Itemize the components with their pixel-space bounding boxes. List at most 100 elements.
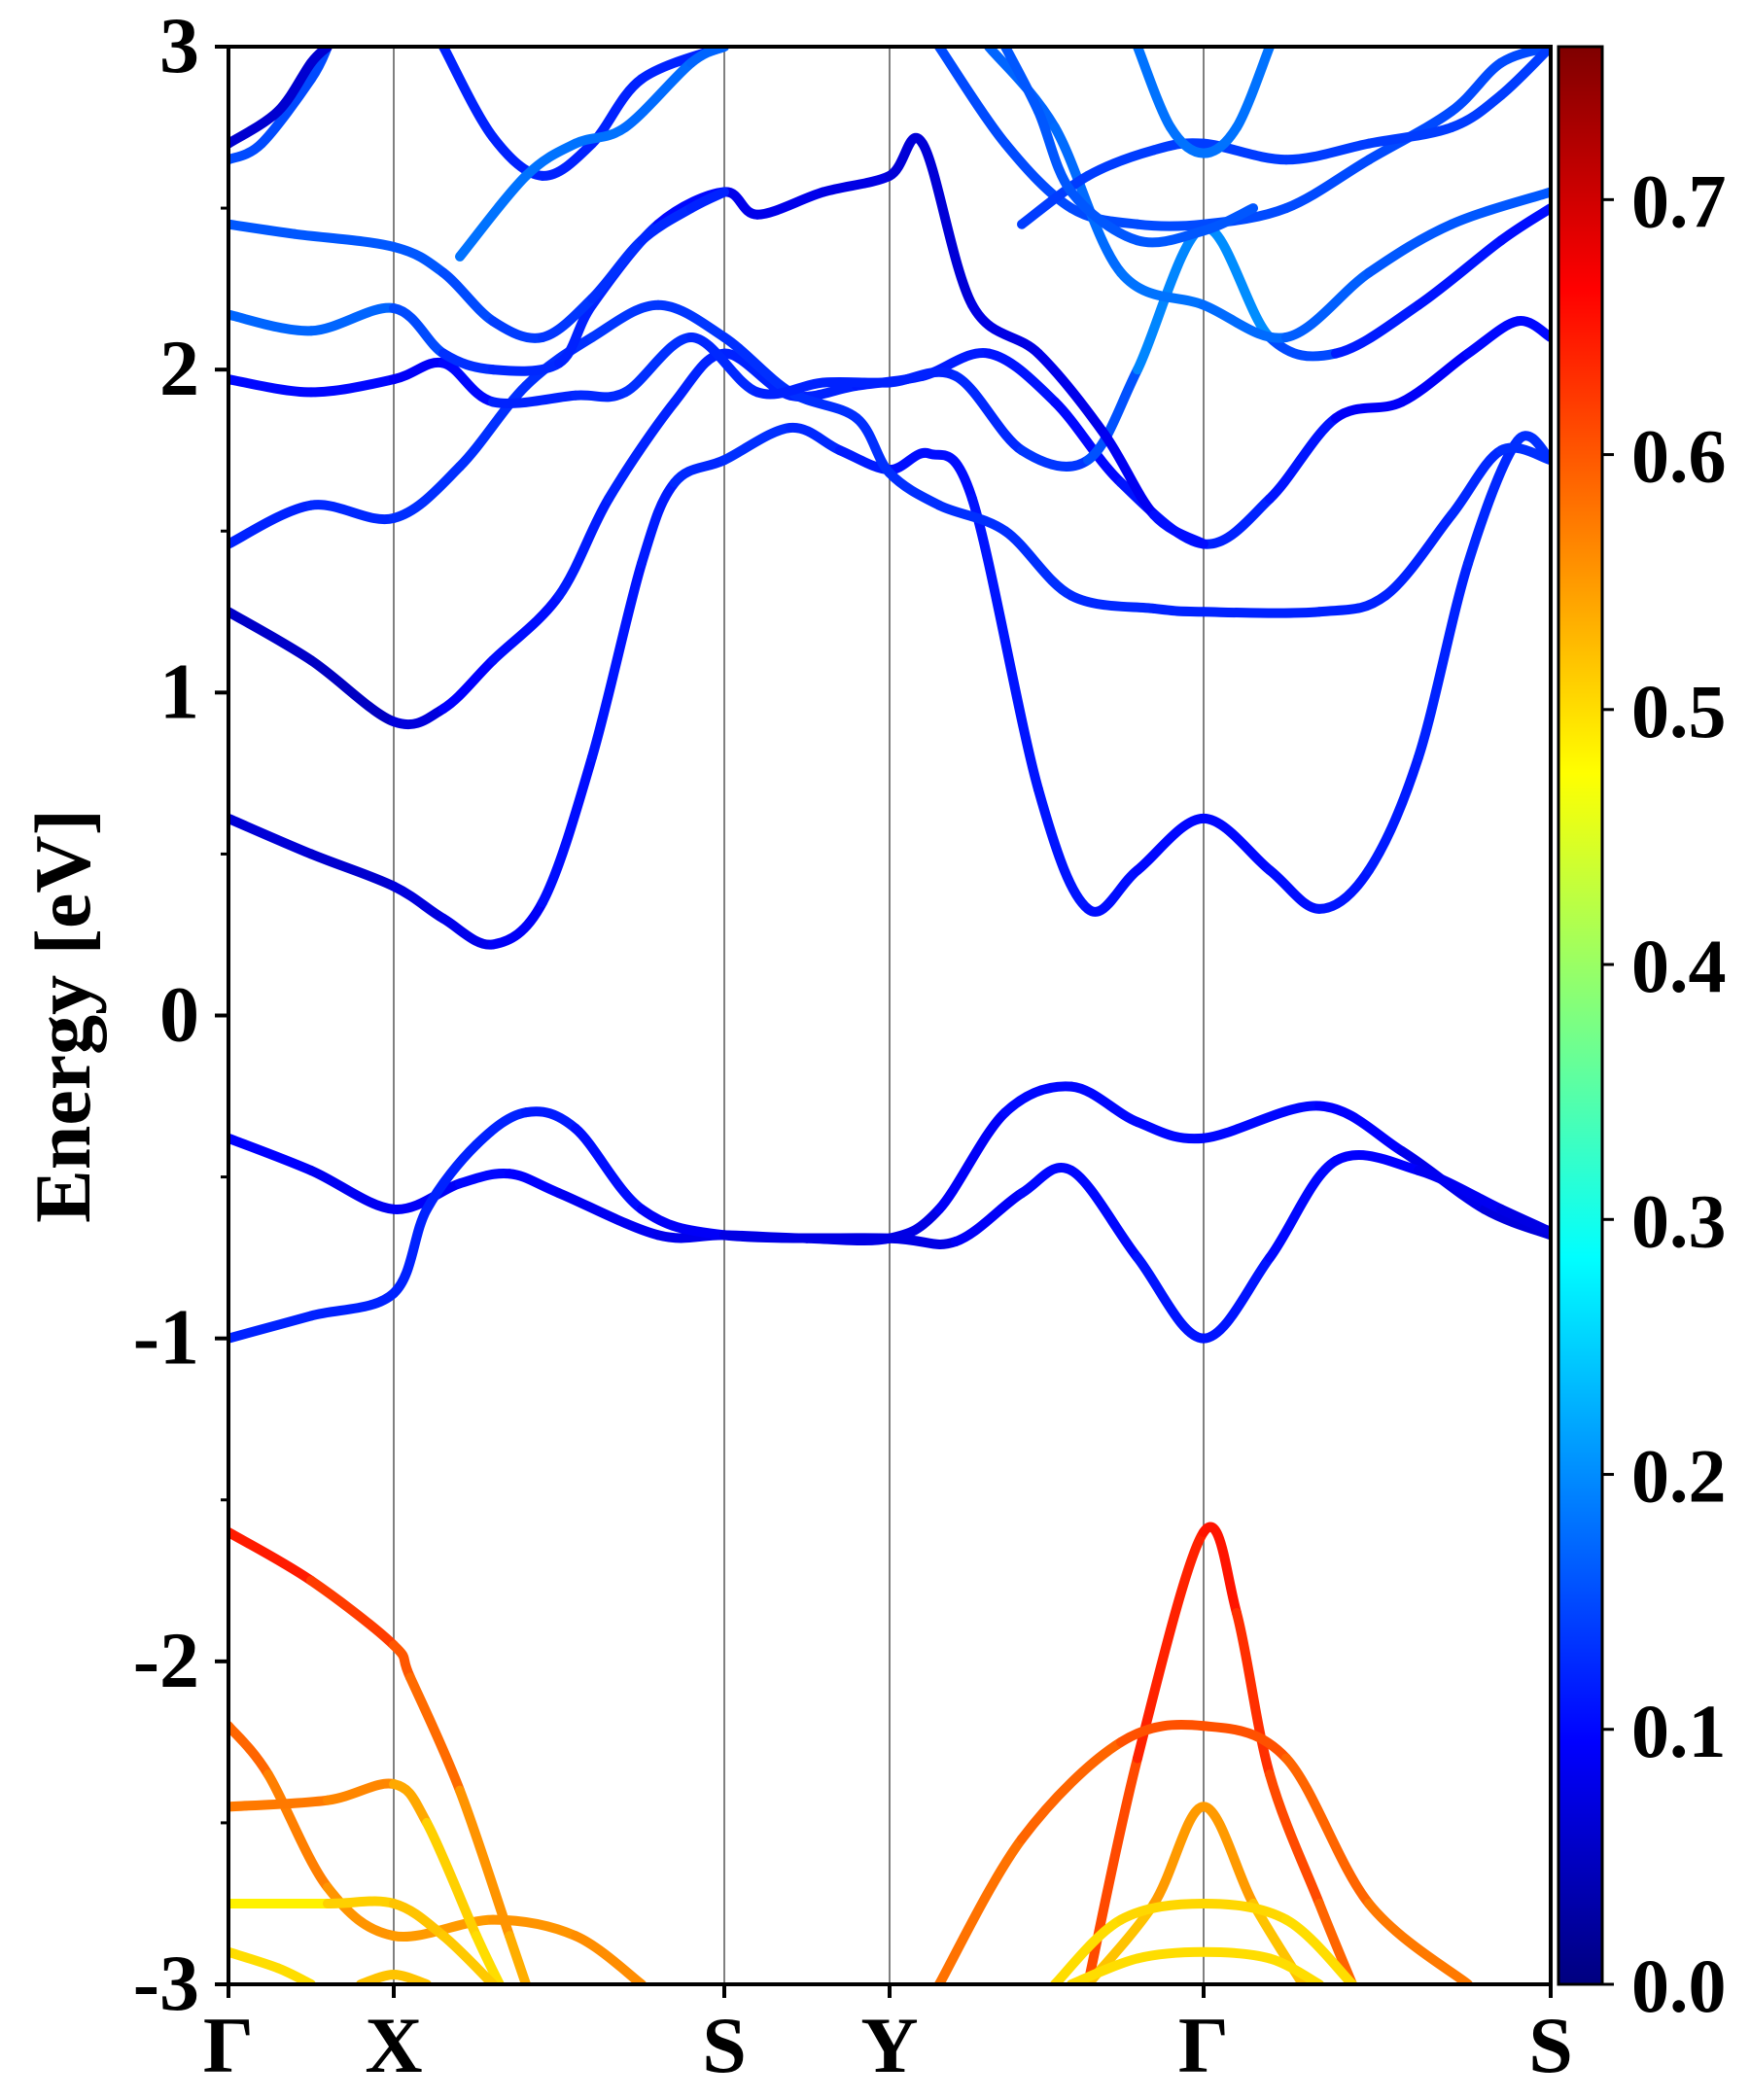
band-VB2b-segment-5 bbox=[1364, 1898, 1473, 1984]
band-CB14-segment-3 bbox=[1232, 47, 1275, 133]
band-VB1-segment-2 bbox=[389, 1640, 415, 1683]
band-VB3-segment-0 bbox=[228, 1795, 332, 1812]
band-CB-low1-segment-14 bbox=[1199, 1101, 1324, 1143]
band-CB12-segment-4 bbox=[1281, 267, 1374, 342]
band-CB11-segment-7 bbox=[1447, 57, 1506, 117]
band-CB-low2-segment-5 bbox=[521, 1106, 580, 1134]
band-VB2-segment-2 bbox=[323, 1882, 399, 1942]
band-CB-low1-segment-13 bbox=[1133, 1117, 1208, 1144]
band-VB1b-segment-4 bbox=[1265, 1769, 1324, 1908]
y-tick-label-6: 3 bbox=[159, 1, 199, 89]
band-CB6-segment-3 bbox=[438, 267, 498, 327]
band-CB-low2-segment-7 bbox=[637, 1204, 729, 1241]
band-VB1-segment-5 bbox=[505, 1931, 531, 1984]
band-VB2b-segment-2 bbox=[1116, 1719, 1208, 1747]
band-CB-low2-segment-2 bbox=[389, 1204, 432, 1299]
band-CB15-segment-3 bbox=[1133, 226, 1208, 248]
band-VB1-segment-0 bbox=[228, 1526, 316, 1586]
band-CB1-segment-22 bbox=[1414, 558, 1473, 762]
band-VB4-segment-1 bbox=[323, 1896, 399, 1908]
colorbar bbox=[1557, 45, 1604, 1986]
band-CB4-segment-19 bbox=[1496, 203, 1551, 246]
band-VB2b-segment-0 bbox=[934, 1834, 1027, 1984]
band-CB2-segment-1 bbox=[306, 655, 399, 727]
band-CB11-segment-3 bbox=[1133, 219, 1208, 231]
band-CB6-segment-1 bbox=[290, 228, 399, 252]
x-tick-label-4: Γ bbox=[1178, 2001, 1229, 2089]
band-CB4-segment-17 bbox=[1331, 299, 1423, 359]
band-CB13-segment-0 bbox=[1017, 170, 1093, 229]
band-CB-low1-segment-10 bbox=[934, 1107, 1010, 1214]
band-CB5-segment-10 bbox=[819, 170, 894, 197]
y-axis-ticks: -3 -2 -1 0 1 2 3 bbox=[133, 1, 228, 2027]
band-CB3-segment-8 bbox=[786, 387, 861, 423]
band-CB1-segment-4 bbox=[488, 897, 547, 950]
band-CB-low2-segment-13 bbox=[1133, 1252, 1208, 1344]
band-CB4-segment-11 bbox=[951, 370, 1027, 456]
band-CB1-segment-17 bbox=[1133, 813, 1208, 876]
band-CB1-segment-21 bbox=[1364, 752, 1423, 876]
band-CB-low2-segment-0 bbox=[228, 1311, 316, 1344]
band-CB2-segment-5 bbox=[554, 494, 613, 601]
band-CB2-segment-16 bbox=[1265, 412, 1341, 505]
band-CB2-segment-0 bbox=[228, 607, 316, 666]
band-CB6-segment-2 bbox=[389, 241, 448, 278]
band-CB13-segment-5 bbox=[1364, 122, 1456, 149]
band-CB5-segment-5 bbox=[554, 299, 597, 368]
band-CB3-segment-3 bbox=[455, 380, 531, 472]
band-VB1b-segment-0 bbox=[1083, 1753, 1142, 1984]
band-CB14-segment-0 bbox=[1133, 47, 1175, 133]
band-VB4b-segment-1 bbox=[1116, 1898, 1208, 1925]
band-CB5-segment-0 bbox=[228, 309, 316, 336]
band-CB4-segment-10 bbox=[885, 367, 961, 388]
band-CB13-segment-6 bbox=[1447, 89, 1506, 133]
band-VB2b-segment-1 bbox=[1017, 1736, 1126, 1844]
band-CB2-segment-3 bbox=[438, 655, 498, 714]
y-axis-title: Energy [eV] bbox=[18, 809, 107, 1223]
band-CB10-segment-3 bbox=[620, 57, 696, 133]
band-VB2b-segment-4 bbox=[1281, 1753, 1374, 1908]
band-VB4-segment-3 bbox=[438, 1931, 498, 1984]
band-CB5-segment-12 bbox=[918, 138, 977, 310]
y-tick-label-0: -3 bbox=[133, 1939, 199, 2027]
band-CB2-segment-6 bbox=[604, 397, 680, 505]
band-VB3-segment-2 bbox=[389, 1779, 432, 1828]
band-lines bbox=[228, 47, 1551, 1984]
band-CB5-segment-14 bbox=[1033, 348, 1109, 439]
colorbar-tick-label-1: 0.1 bbox=[1631, 1689, 1727, 1773]
band-CB2-segment-15 bbox=[1199, 494, 1275, 549]
y-tick-label-2: -1 bbox=[133, 1293, 199, 1382]
y-tick-label-3: 0 bbox=[159, 970, 199, 1059]
band-CB-low1-segment-1 bbox=[306, 1165, 399, 1214]
band-CB2-segment-13 bbox=[1050, 397, 1126, 488]
band-VB2-segment-5 bbox=[571, 1931, 647, 1984]
band-CB-low2-segment-11 bbox=[1017, 1163, 1076, 1199]
band-CB2-segment-18 bbox=[1397, 348, 1473, 407]
band-CB13-segment-3 bbox=[1199, 138, 1291, 165]
band-CB8-segment-0 bbox=[228, 106, 283, 149]
band-CB3-segment-5 bbox=[587, 299, 663, 342]
band-CB3-segment-9 bbox=[852, 412, 894, 478]
band-CB6-segment-5 bbox=[538, 294, 597, 342]
band-CB1-segment-5 bbox=[538, 752, 597, 908]
band-CB3-segment-18 bbox=[1447, 445, 1506, 520]
band-CB4-segment-13 bbox=[1083, 365, 1142, 466]
band-CB12-segment-3 bbox=[1199, 299, 1291, 343]
band-VB4-segment-2 bbox=[389, 1898, 448, 1942]
colorbar-tick-label-2: 0.2 bbox=[1631, 1434, 1727, 1519]
band-CB2-segment-4 bbox=[488, 590, 564, 666]
band-CB2-segment-17 bbox=[1331, 397, 1407, 423]
band-CB-low2-segment-6 bbox=[571, 1123, 647, 1214]
band-CB12-segment-6 bbox=[1447, 187, 1551, 229]
band-CB-low2-segment-14 bbox=[1199, 1252, 1275, 1344]
band-CB6-segment-0 bbox=[228, 219, 299, 239]
band-CB4-segment-5 bbox=[571, 387, 630, 402]
band-CB5-segment-4 bbox=[488, 358, 564, 376]
band-CB7-segment-1 bbox=[257, 74, 316, 149]
band-CB-low1-segment-15 bbox=[1314, 1101, 1407, 1157]
band-CB3-segment-0 bbox=[228, 500, 316, 549]
band-CB10-segment-2 bbox=[571, 122, 630, 149]
band-CB1-segment-1 bbox=[306, 849, 399, 892]
colorbar-tick-label-6: 0.6 bbox=[1631, 414, 1727, 499]
